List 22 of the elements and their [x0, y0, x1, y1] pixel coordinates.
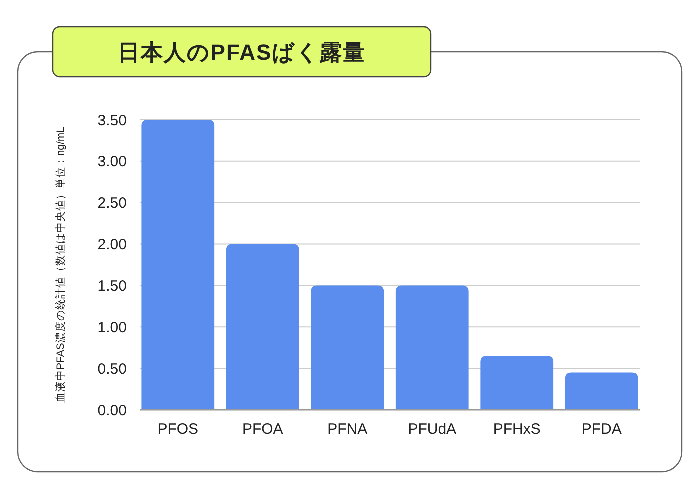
x-tick-label: PFDA [582, 421, 622, 438]
bar [565, 372, 638, 410]
bar [226, 244, 300, 410]
y-tick-label: 2.00 [98, 236, 127, 254]
bar [480, 356, 554, 410]
bar [396, 286, 469, 410]
chart-title: 日本人のPFASばく露量 [118, 40, 366, 65]
x-tick-label: PFNA [328, 421, 368, 438]
y-tick-label: 3.50 [98, 112, 127, 130]
y-tick-label: 2.50 [98, 195, 127, 212]
y-tick-label: 1.00 [98, 319, 127, 336]
bar [311, 286, 384, 410]
y-tick-label: 0.00 [98, 402, 127, 420]
y-tick-label: 0.50 [98, 360, 127, 378]
bar [142, 120, 215, 410]
y-tick-label: 3.00 [98, 154, 127, 171]
y-tick-label: 1.50 [98, 278, 127, 295]
x-tick-label: PFOA [242, 421, 284, 438]
x-tick-label: PFUdA [408, 421, 457, 438]
x-tick-label: PFHxS [493, 421, 541, 438]
y-axis-title: 血液中PFAS濃度の統計値（数値は中央値）単位：ng/mL [54, 126, 67, 404]
x-tick-label: PFOS [158, 421, 199, 438]
